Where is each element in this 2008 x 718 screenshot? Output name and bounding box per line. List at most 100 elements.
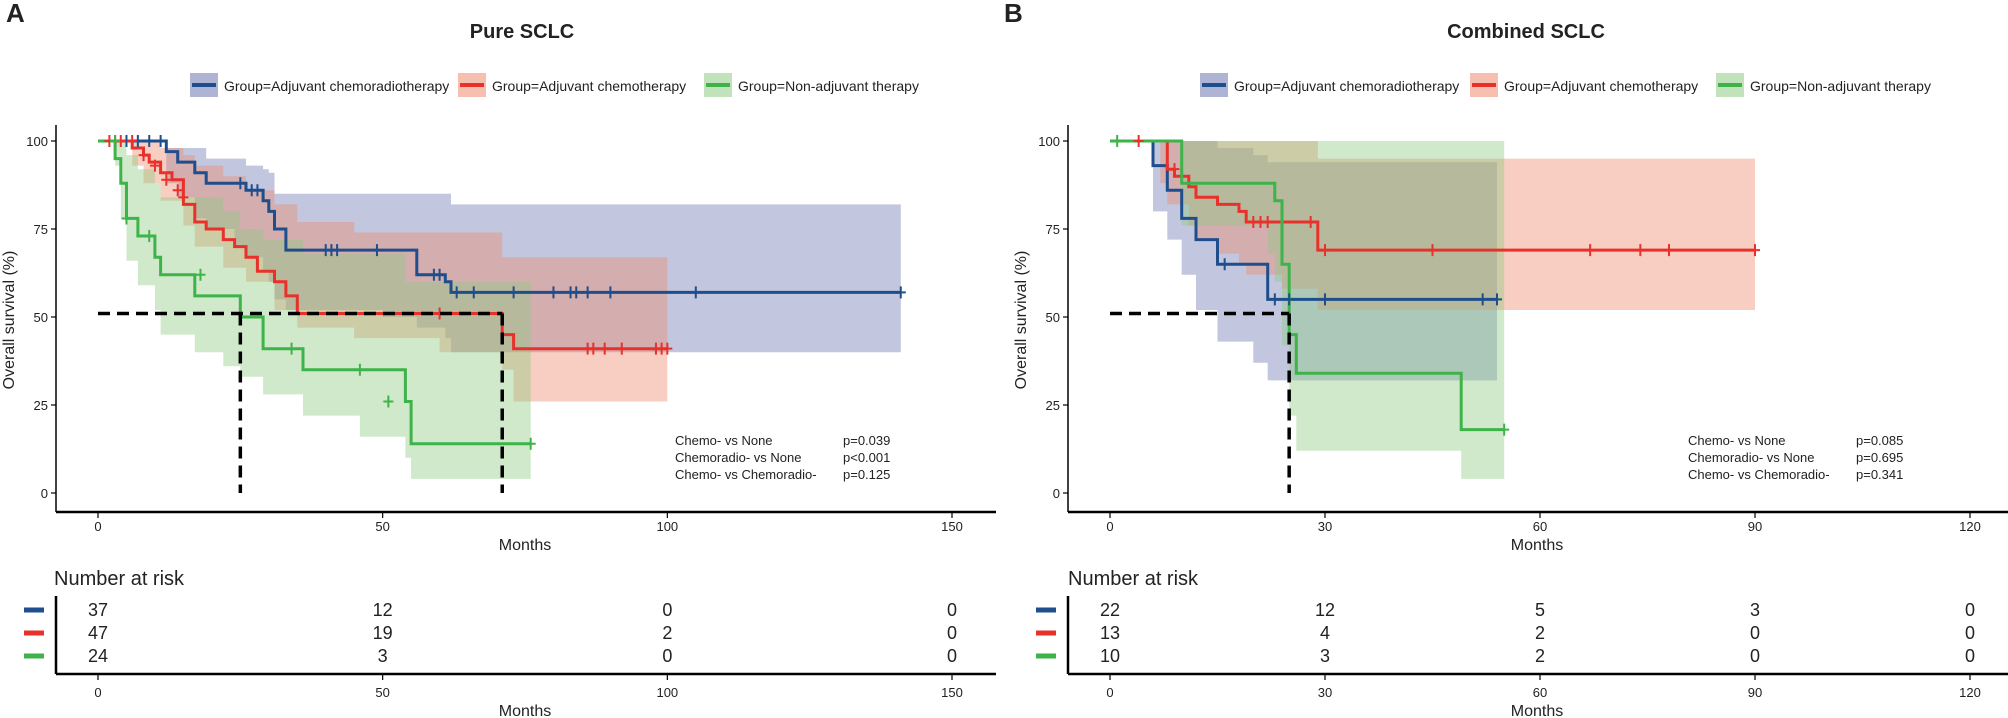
censor-mark-chemotherapy bbox=[1635, 244, 1646, 257]
censor-mark-chemotherapy bbox=[1262, 215, 1273, 228]
risk-x-tick-label: 30 bbox=[1318, 685, 1332, 700]
p-value: p=0.085 bbox=[1856, 433, 1903, 448]
risk-count: 0 bbox=[662, 646, 672, 666]
y-tick-label: 75 bbox=[34, 222, 48, 237]
confidence-bands bbox=[98, 141, 901, 479]
risk-x-axis-label: Months bbox=[499, 703, 551, 718]
p-value-label: Chemo- vs None bbox=[675, 433, 773, 448]
y-axis-label: Overall survival (%) bbox=[1013, 251, 1030, 390]
risk-count: 24 bbox=[88, 646, 108, 666]
censor-mark-chemotherapy bbox=[1305, 215, 1316, 228]
censor-mark-chemotherapy bbox=[149, 159, 160, 172]
censor-mark-chemoradiotherapy bbox=[252, 184, 263, 197]
p-value-table: Chemo- vs None p=0.039 Chemoradio- vs None… bbox=[675, 433, 890, 482]
x-tick-label: 150 bbox=[941, 519, 963, 534]
legend-label-non-adjuvant: Group=Non-adjuvant therapy bbox=[1750, 78, 1931, 94]
survival-curves bbox=[98, 139, 901, 446]
p-value-table: Chemo- vs None p=0.085 Chemoradio- vs None… bbox=[1688, 433, 1903, 482]
censor-mark-chemoradiotherapy bbox=[1219, 258, 1230, 271]
risk-count: 5 bbox=[1535, 600, 1545, 620]
censor-mark-chemoradiotherapy bbox=[582, 286, 593, 299]
risk-count: 3 bbox=[1320, 646, 1330, 666]
risk-count: 12 bbox=[1315, 600, 1335, 620]
y-axis-label: Overall survival (%) bbox=[1, 251, 18, 390]
x-tick-label: 120 bbox=[1959, 519, 1981, 534]
censor-mark-chemotherapy bbox=[1427, 244, 1438, 257]
confidence-bands bbox=[1110, 141, 1755, 479]
ci-band-chemotherapy bbox=[98, 141, 668, 402]
p-value-label: Chemoradio- vs None bbox=[1688, 450, 1814, 465]
risk-x-tick-label: 90 bbox=[1748, 685, 1762, 700]
censor-mark-chemoradiotherapy bbox=[1269, 293, 1280, 306]
risk-count: 0 bbox=[662, 600, 672, 620]
censor-mark-chemoradiotherapy bbox=[155, 135, 166, 147]
y-tick-label: 0 bbox=[41, 486, 48, 501]
risk-count: 13 bbox=[1100, 623, 1120, 643]
y-tick-label: 50 bbox=[1046, 310, 1060, 325]
axes: 0 25 50 75 100 0 30 60 90 120 Months Overall surviv… bbox=[1013, 125, 2008, 554]
survival-curve-chemoradiotherapy bbox=[1110, 139, 1497, 301]
risk-count: 22 bbox=[1100, 600, 1120, 620]
risk-count: 0 bbox=[947, 646, 957, 666]
censor-mark-chemoradiotherapy bbox=[468, 286, 479, 299]
censor-mark-chemoradiotherapy bbox=[605, 286, 616, 299]
risk-table: Number at risk 37 12 0 0 47 19 2 0 24 3 0 0 0 50 100 15… bbox=[24, 568, 996, 718]
risk-x-tick-label: 120 bbox=[1959, 685, 1981, 700]
y-tick-label: 100 bbox=[26, 134, 48, 149]
censor-mark-chemotherapy bbox=[138, 149, 149, 162]
x-tick-label: 0 bbox=[1106, 519, 1113, 534]
risk-count: 10 bbox=[1100, 646, 1120, 666]
censor-mark-chemoradiotherapy bbox=[571, 286, 582, 299]
risk-count: 0 bbox=[1750, 623, 1760, 643]
risk-count: 4 bbox=[1320, 623, 1330, 643]
risk-x-tick-label: 60 bbox=[1533, 685, 1547, 700]
risk-x-axis-label: Months bbox=[1511, 703, 1563, 718]
y-tick-label: 25 bbox=[34, 398, 48, 413]
risk-count: 2 bbox=[1535, 646, 1545, 666]
censor-marks bbox=[104, 135, 906, 450]
censor-mark-chemotherapy bbox=[616, 342, 627, 355]
censor-mark-non-adjuvant bbox=[286, 342, 297, 355]
censor-mark-non-adjuvant bbox=[195, 268, 206, 281]
chart-title: Combined SCLC bbox=[1447, 21, 1605, 43]
y-tick-label: 25 bbox=[1046, 398, 1060, 413]
panel-a: A Pure SCLC Group=Adjuvant chemoradiothe… bbox=[1, 0, 996, 718]
legend-label-chemoradiotherapy: Group=Adjuvant chemoradiotherapy bbox=[224, 78, 449, 94]
risk-count: 47 bbox=[88, 623, 108, 643]
censor-mark-chemotherapy bbox=[161, 173, 172, 186]
censor-mark-chemoradiotherapy bbox=[508, 286, 519, 299]
y-tick-label: 100 bbox=[1038, 134, 1060, 149]
censor-mark-non-adjuvant bbox=[121, 212, 132, 225]
censor-mark-chemoradiotherapy bbox=[235, 177, 246, 190]
risk-x-tick-label: 150 bbox=[941, 685, 963, 700]
risk-count: 0 bbox=[1965, 646, 1975, 666]
censor-mark-chemotherapy bbox=[1320, 244, 1330, 257]
risk-x-tick-label: 100 bbox=[656, 685, 678, 700]
censor-mark-chemotherapy bbox=[1750, 244, 1760, 257]
y-tick-label: 50 bbox=[34, 310, 48, 325]
survival-curve-chemotherapy bbox=[98, 139, 668, 351]
risk-count: 12 bbox=[373, 600, 393, 620]
risk-count: 0 bbox=[947, 600, 957, 620]
survival-curve-chemoradiotherapy bbox=[98, 139, 901, 294]
risk-count: 2 bbox=[662, 623, 672, 643]
x-tick-label: 60 bbox=[1533, 519, 1547, 534]
censor-mark-chemotherapy bbox=[1133, 135, 1144, 147]
censor-mark-chemoradiotherapy bbox=[1477, 293, 1488, 306]
censor-mark-chemotherapy bbox=[1664, 244, 1674, 257]
y-tick-label: 0 bbox=[1053, 486, 1060, 501]
risk-table-title: Number at risk bbox=[1068, 568, 1199, 590]
censor-mark-non-adjuvant bbox=[144, 230, 155, 243]
censor-marks bbox=[1112, 135, 1760, 436]
risk-count: 19 bbox=[373, 623, 393, 643]
p-value: p=0.039 bbox=[843, 433, 890, 448]
legend-label-chemotherapy: Group=Adjuvant chemotherapy bbox=[492, 78, 686, 94]
p-value: p=0.125 bbox=[843, 467, 890, 482]
plot-area: 0 25 50 75 100 0 30 60 90 120 Months Overall surviv… bbox=[1013, 125, 2008, 554]
censor-mark-chemoradiotherapy bbox=[690, 286, 701, 299]
censor-mark-chemoradiotherapy bbox=[144, 135, 155, 147]
censor-mark-non-adjuvant bbox=[383, 395, 394, 408]
chart-title: Pure SCLC bbox=[470, 21, 574, 43]
